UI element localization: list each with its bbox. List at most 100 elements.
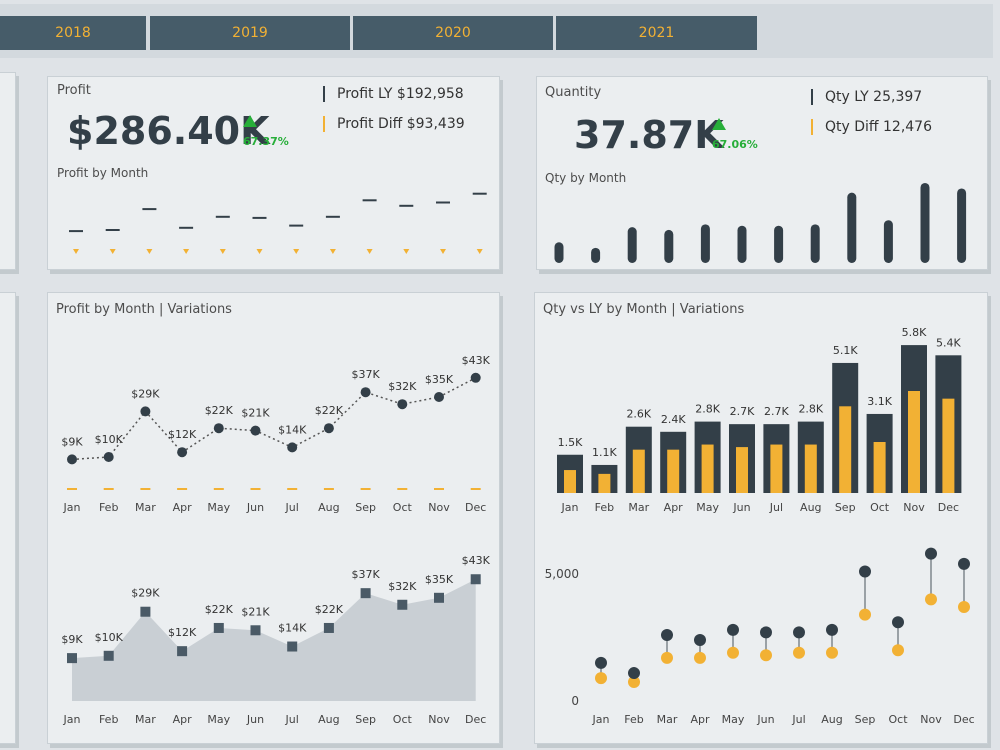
dumbbell-xlabel-jul: Jul <box>791 713 805 726</box>
profit-ly-marker-jan <box>73 249 79 254</box>
profit-area-marker-mar <box>140 606 151 617</box>
year-button-2019[interactable]: 2019 <box>150 16 350 50</box>
profit-variation-xlabel-nov: Nov <box>428 501 450 514</box>
quantity-change: 67.06% <box>712 138 758 151</box>
qty-ly-bar-mar <box>632 449 645 493</box>
dumbbell-xlabel-sep: Sep <box>855 713 876 726</box>
dumbbell-current-dot-may <box>727 623 739 636</box>
profit-variation-label-jan: $9K <box>61 435 83 448</box>
profit-variations-title: Profit by Month | Variations <box>56 302 232 317</box>
profit-variation-dot-jun <box>250 425 261 436</box>
profit-area-label-aug: $22K <box>315 603 344 616</box>
dumbbell-xlabel-may: May <box>722 713 745 726</box>
profit-area-label-jun: $21K <box>241 605 270 618</box>
profit-variation-label-aug: $22K <box>315 404 344 417</box>
profit-variation-label-mar: $29K <box>131 387 160 400</box>
profit-kpi-card: Profit $286.40K 67.37% Profit LY $192,95… <box>47 76 500 270</box>
qty-ly-bar-jan <box>564 470 576 493</box>
quantity-kpi-card: Quantity 37.87K 67.06% Qty LY 25,397 Qty… <box>536 76 988 270</box>
profit-variations-card: Profit by Month | Variations $9K Jan $10K F… <box>47 292 500 744</box>
qty-ly-bar-oct <box>873 442 886 493</box>
profit-area-marker-aug <box>323 622 334 633</box>
profit-variation-label-nov: $35K <box>425 373 454 386</box>
qty-ly-bar-feb <box>598 473 611 493</box>
qty-bar-jul <box>774 225 784 263</box>
dumbbell-ytick-5000: 5,000 <box>545 567 579 581</box>
profit-up-arrow-icon <box>243 115 257 127</box>
profit-ly-marker-may <box>219 249 226 254</box>
dumbbell-current-dot-jan <box>595 656 607 669</box>
profit-value: $286.40K <box>67 109 270 153</box>
qty-ly-bar-sep <box>839 406 852 493</box>
quantity-diff: Qty Diff 12,476 <box>811 119 932 135</box>
profit-ly-marker-dec <box>476 249 483 254</box>
profit-variation-xlabel-oct: Oct <box>393 501 413 514</box>
dumbbell-ly-dot-jul <box>793 646 805 659</box>
year-button-2018[interactable]: 2018 <box>0 16 146 50</box>
profit-variation-xlabel-may: May <box>207 501 230 514</box>
profit-variation-dot-feb <box>103 452 114 462</box>
profit-area-label-may: $22K <box>205 603 234 616</box>
dumbbell-ly-dot-oct <box>892 644 904 657</box>
profit-area-xlabel-apr: Apr <box>173 713 193 726</box>
qty-bar-xlabel-jan: Jan <box>561 501 579 514</box>
profit-variation-dot-jan <box>67 454 77 465</box>
profit-area-xlabel-oct: Oct <box>393 713 413 726</box>
qty-bar-label-nov: 5.8K <box>902 326 927 339</box>
profit-variation-xlabel-feb: Feb <box>99 501 118 514</box>
qty-vs-ly-bar-chart: 1.5K Jan 1.1K Feb 2.6K Mar 2.4K Apr 2.8K May 2.7K J… <box>557 326 962 514</box>
dumbbell-ytick-0: 0 <box>571 694 579 708</box>
profit-diff: Profit Diff $93,439 <box>323 116 465 132</box>
profit-area-marker-apr <box>177 646 188 657</box>
qty-bar-label-mar: 2.6K <box>626 408 651 421</box>
qty-bar-mar <box>627 227 637 263</box>
profit-area-marker-may <box>213 622 224 633</box>
profit-area-xlabel-dec: Dec <box>465 713 486 726</box>
profit-area-xlabel-feb: Feb <box>99 713 118 726</box>
year-button-2021[interactable]: 2021 <box>556 16 757 50</box>
qty-bar-label-apr: 2.4K <box>661 413 686 426</box>
profit-area-label-apr: $12K <box>168 626 197 639</box>
profit-variation-xlabel-jul: Jul <box>285 501 299 514</box>
qty-variations-title: Qty vs LY by Month | Variations <box>543 302 745 317</box>
qty-bar-label-jan: 1.5K <box>558 436 583 449</box>
profit-variation-label-oct: $32K <box>388 380 417 393</box>
dumbbell-xlabel-dec: Dec <box>953 713 974 726</box>
qty-bar-xlabel-aug: Aug <box>800 501 821 514</box>
profit-area-label-sep: $37K <box>351 568 380 581</box>
profit-area-marker-sep <box>360 588 371 599</box>
profit-ly: Profit LY $192,958 <box>323 86 464 102</box>
profit-variations-line-chart: $9K Jan $10K Feb $29K Mar $12K Apr $22K May $21K Ju… <box>61 354 490 514</box>
qty-bar-feb <box>591 247 601 263</box>
profit-variation-label-sep: $37K <box>351 368 380 381</box>
qty-bar-dec <box>957 188 967 263</box>
qty-bar-label-oct: 3.1K <box>867 395 892 408</box>
profit-variation-dot-sep <box>360 387 371 398</box>
qty-bar-jun <box>737 225 747 263</box>
profit-variation-label-may: $22K <box>205 404 234 417</box>
year-button-2020[interactable]: 2020 <box>353 16 553 50</box>
qty-bar-jan <box>554 242 564 263</box>
profit-area-xlabel-jul: Jul <box>285 713 299 726</box>
profit-ly-marker-aug <box>329 249 336 254</box>
qty-bar-label-jun: 2.7K <box>730 405 755 418</box>
profit-area-marker-jan <box>67 653 77 664</box>
dumbbell-current-dot-jun <box>760 626 772 639</box>
qty-bar-xlabel-apr: Apr <box>664 501 684 514</box>
profit-area-label-nov: $35K <box>425 573 454 586</box>
profit-variations-area-chart: $9K Jan $10K Feb $29K Mar $12K Apr $22K May $21K Ju… <box>61 554 490 726</box>
profit-area-xlabel-nov: Nov <box>428 713 450 726</box>
qty-bar-nov <box>920 182 930 263</box>
qty-ly-bar-apr <box>667 449 680 493</box>
profit-area-label-jan: $9K <box>61 633 83 646</box>
qty-bar-label-sep: 5.1K <box>833 344 858 357</box>
dumbbell-ly-dot-aug <box>826 646 838 659</box>
profit-variation-label-jul: $14K <box>278 423 307 436</box>
profit-variation-xlabel-mar: Mar <box>135 501 156 514</box>
qty-bar-xlabel-jun: Jun <box>732 501 750 514</box>
profit-variation-dot-oct <box>397 399 408 410</box>
qty-bar-xlabel-mar: Mar <box>628 501 649 514</box>
profit-variation-dot-dec <box>470 372 481 383</box>
dumbbell-current-dot-aug <box>826 623 838 636</box>
profit-area-xlabel-mar: Mar <box>135 713 156 726</box>
